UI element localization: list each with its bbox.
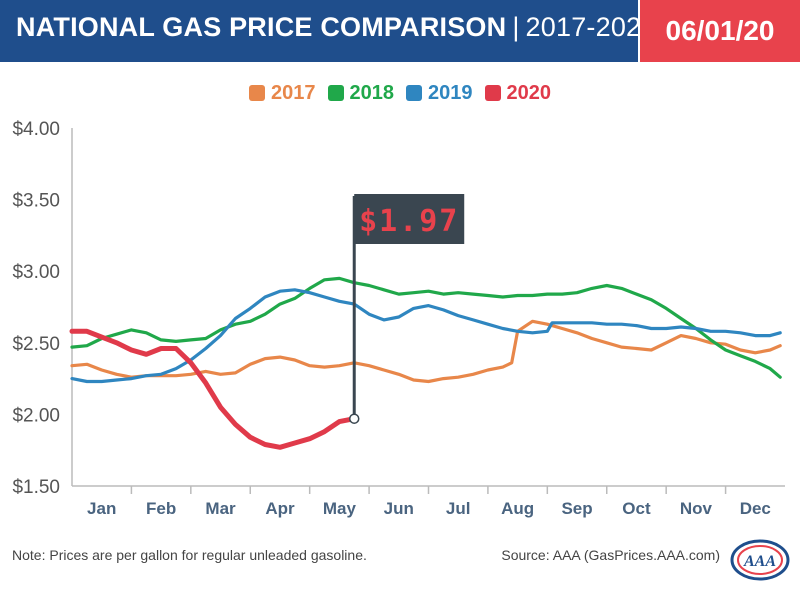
title-years: 2017-2020: [525, 12, 657, 42]
current-price-marker: [348, 413, 360, 424]
date-badge: 06/01/20: [640, 0, 800, 62]
x-tick-label: Jan: [87, 499, 116, 518]
footer-note: Note: Prices are per gallon for regular …: [12, 547, 367, 563]
x-tick-label: Nov: [680, 499, 713, 518]
x-tick-label: Jul: [446, 499, 471, 518]
footer-source: Source: AAA (GasPrices.AAA.com): [501, 547, 720, 563]
y-tick-label: $2.50: [12, 334, 60, 355]
price-flag-label: $1.97: [359, 204, 459, 239]
legend-item-2020: 2020: [484, 82, 552, 105]
legend-swatch: [327, 85, 344, 101]
price-flag: [354, 194, 465, 244]
title-bar: NATIONAL GAS PRICE COMPARISON | 2017-2020: [0, 0, 656, 62]
legend-swatch: [249, 85, 265, 101]
y-tick-label: $4.00: [12, 119, 60, 140]
legend-item-2018: 2018: [327, 82, 395, 105]
series-line-2017: [70, 319, 782, 384]
legend-swatch: [484, 85, 501, 101]
legend-item-2019: 2019: [406, 82, 473, 105]
x-tick-label: Aug: [501, 499, 534, 518]
x-tick-label: Feb: [146, 499, 176, 518]
series-line-2018: [70, 276, 782, 379]
legend-label: 2018: [349, 82, 395, 104]
x-tick-label: Mar: [205, 499, 236, 518]
series-line-2020: [69, 328, 357, 450]
y-tick-label: $2.00: [12, 405, 60, 426]
x-tick-label: Oct: [622, 499, 651, 518]
chart-title: NATIONAL GAS PRICE COMPARISON | 2017-2020: [16, 12, 656, 43]
title-text: NATIONAL GAS PRICE COMPARISON: [16, 12, 507, 42]
y-tick-label: $1.50: [12, 477, 60, 498]
x-tick-label: Jun: [384, 499, 414, 518]
x-tick-label: Sep: [561, 499, 592, 518]
x-tick-label: May: [323, 499, 357, 518]
legend-label: 2019: [428, 82, 473, 104]
x-tick-label: Dec: [740, 499, 771, 518]
legend: 2017 2018 2019 2020: [0, 82, 800, 105]
legend-label: 2017: [271, 82, 316, 104]
x-tick-label: Apr: [265, 499, 295, 518]
series-line-2019: [70, 288, 782, 384]
title-separator: |: [512, 12, 520, 42]
logo-text: AAA: [743, 553, 776, 570]
legend-item-2017: 2017: [249, 82, 316, 105]
y-tick-label: $3.50: [12, 191, 60, 212]
header: NATIONAL GAS PRICE COMPARISON | 2017-2020 …: [0, 0, 800, 62]
legend-label: 2020: [506, 82, 552, 104]
legend-swatch: [406, 85, 422, 101]
aaa-logo-icon: AAA: [730, 539, 790, 581]
y-tick-label: $3.00: [12, 262, 60, 283]
